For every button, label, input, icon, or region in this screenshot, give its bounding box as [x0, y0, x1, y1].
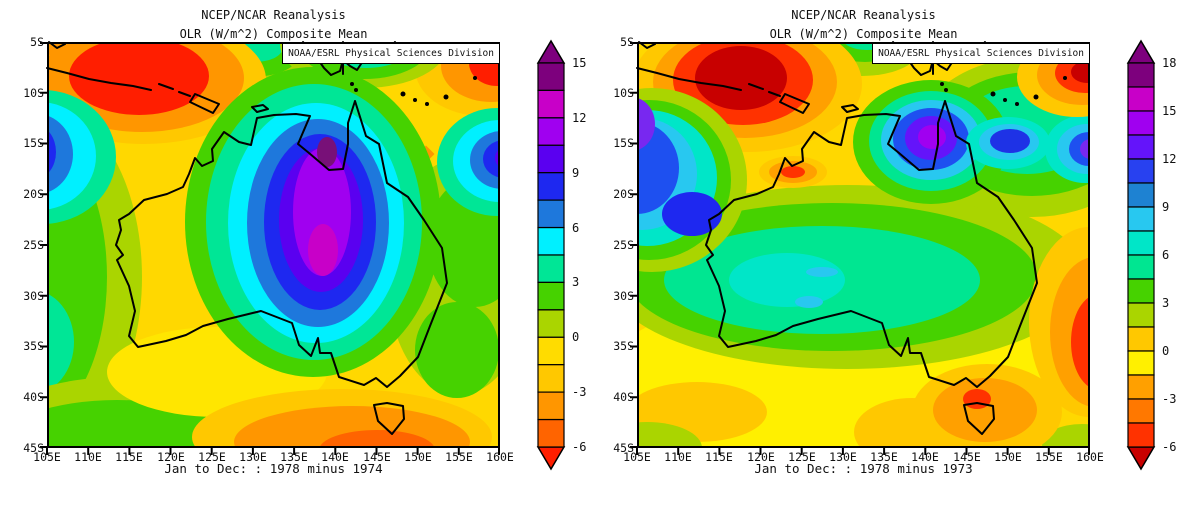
colorbar-label: 9 [1162, 200, 1170, 214]
colorbar-bottom-arrow [1126, 446, 1156, 471]
colorbar-bottom-arrow [536, 446, 566, 471]
x-tick-label: 150E [404, 450, 432, 464]
colorbar-label: -6 [572, 440, 587, 454]
x-tick-label: 160E [1076, 450, 1104, 464]
page-title: NCEP/NCAR Reanalysis [791, 8, 936, 22]
colorbar-label: 9 [572, 166, 580, 180]
colorbar-label: 3 [572, 275, 580, 289]
y-tick-label: 20S [23, 187, 44, 201]
x-tick-label: 110E [664, 450, 692, 464]
colorbar-label: 0 [1162, 344, 1170, 358]
plot-border [47, 42, 500, 448]
map-plot-left [40, 41, 500, 455]
coral-sea-blue [966, 117, 1050, 169]
y-tick-label: 15S [613, 136, 634, 150]
x-tick-label: 125E [198, 450, 226, 464]
x-tick-label: 115E [705, 450, 733, 464]
composite-caption: Jan to Dec: : 1978 minus 1974 [164, 461, 383, 476]
y-tick-marks [630, 42, 637, 448]
colorbar-label: 0 [572, 330, 580, 344]
x-tick-label: 135E [280, 450, 308, 464]
page-subtitle: OLR (W/m^2) Composite Mean [179, 27, 368, 41]
y-tick-label: 30S [613, 289, 634, 303]
x-tick-label: 145E [953, 450, 981, 464]
colorbar-label: -6 [1162, 440, 1177, 454]
panel-left: NCEP/NCAR Reanalysis OLR (W/m^2) Composi… [23, 8, 586, 476]
y-tick-label: 35S [613, 339, 634, 353]
colorbar-label: 6 [1162, 248, 1170, 262]
y-tick-label: 45S [613, 441, 634, 455]
x-tick-label: 150E [994, 450, 1022, 464]
y-tick-label: 30S [23, 289, 44, 303]
y-tick-label: 40S [613, 390, 634, 404]
x-tick-label: 130E [829, 450, 857, 464]
colorbar-top-arrow [536, 39, 566, 64]
x-tick-label: 120E [157, 450, 185, 464]
tasmania-negative [912, 364, 1062, 448]
page-title: NCEP/NCAR Reanalysis [201, 8, 346, 22]
colorbar-label: -3 [572, 385, 587, 399]
plot-border [637, 42, 1090, 448]
x-tick-label: 130E [239, 450, 267, 464]
colorbar-label: 15 [1162, 104, 1177, 118]
colorbar-segments [537, 62, 565, 448]
y-tick-label: 10S [23, 86, 44, 100]
x-tick-label: 105E [623, 450, 651, 464]
colorbar-label: 15 [572, 56, 587, 70]
x-tick-label: 110E [74, 450, 102, 464]
central-green-band [637, 185, 1087, 369]
y-tick-label: 10S [613, 86, 634, 100]
kimberley-orange-spot [759, 156, 827, 188]
colorbar-right [1126, 39, 1156, 471]
east-edge-purple [1045, 115, 1090, 183]
y-tick-label: 15S [23, 136, 44, 150]
central-positive-anomaly [185, 67, 441, 377]
colorbar-label: -3 [1162, 392, 1177, 406]
y-tick-marks [40, 42, 47, 448]
x-tick-label: 125E [788, 450, 816, 464]
x-tick-marks [46, 448, 500, 455]
x-tick-marks [636, 448, 1090, 455]
colorbar-top-arrow [1126, 39, 1156, 64]
panel-right: NCEP/NCAR Reanalysis OLR (W/m^2) Composi… [590, 0, 1188, 510]
east-edge-positive [437, 108, 500, 216]
y-tick-label: 40S [23, 390, 44, 404]
page-subtitle: OLR (W/m^2) Composite Mean [769, 27, 958, 41]
y-tick-label: 35S [23, 339, 44, 353]
x-tick-label: 160E [486, 450, 514, 464]
y-tick-label: 5S [30, 35, 44, 49]
colorbar-left [536, 39, 566, 471]
x-tick-label: 155E [445, 450, 473, 464]
x-tick-label: 120E [747, 450, 775, 464]
colorbar-segments [1127, 62, 1155, 448]
east-coast-negative [1029, 227, 1090, 417]
x-tick-label: 105E [33, 450, 61, 464]
y-tick-label: 25S [23, 238, 44, 252]
colorbar-label: 6 [572, 221, 580, 235]
y-tick-label: 20S [613, 187, 634, 201]
x-tick-label: 135E [870, 450, 898, 464]
y-tick-label: 45S [23, 441, 44, 455]
x-tick-label: 145E [363, 450, 391, 464]
x-tick-label: 140E [911, 450, 939, 464]
west-positive-region [637, 88, 747, 272]
x-tick-label: 155E [1035, 450, 1063, 464]
anomaly-field-left [47, 42, 500, 448]
colorbar-label: 3 [1162, 296, 1170, 310]
source-badge: NOAA/ESRL Physical Sciences Division [282, 43, 500, 64]
colorbar-label: 18 [1162, 56, 1177, 70]
map-plot-right [630, 41, 1090, 455]
colorbar-label: 12 [572, 111, 587, 125]
colorbar-label: 12 [1162, 152, 1177, 166]
x-tick-label: 140E [321, 450, 349, 464]
source-badge: NOAA/ESRL Physical Sciences Division [872, 43, 1090, 64]
y-tick-label: 5S [620, 35, 634, 49]
x-tick-label: 115E [115, 450, 143, 464]
y-tick-label: 25S [613, 238, 634, 252]
composite-caption: Jan to Dec: : 1978 minus 1973 [754, 461, 973, 476]
anomaly-field-right [637, 42, 1090, 448]
southern-negative-band [192, 389, 492, 448]
west-edge-positive [47, 90, 116, 224]
